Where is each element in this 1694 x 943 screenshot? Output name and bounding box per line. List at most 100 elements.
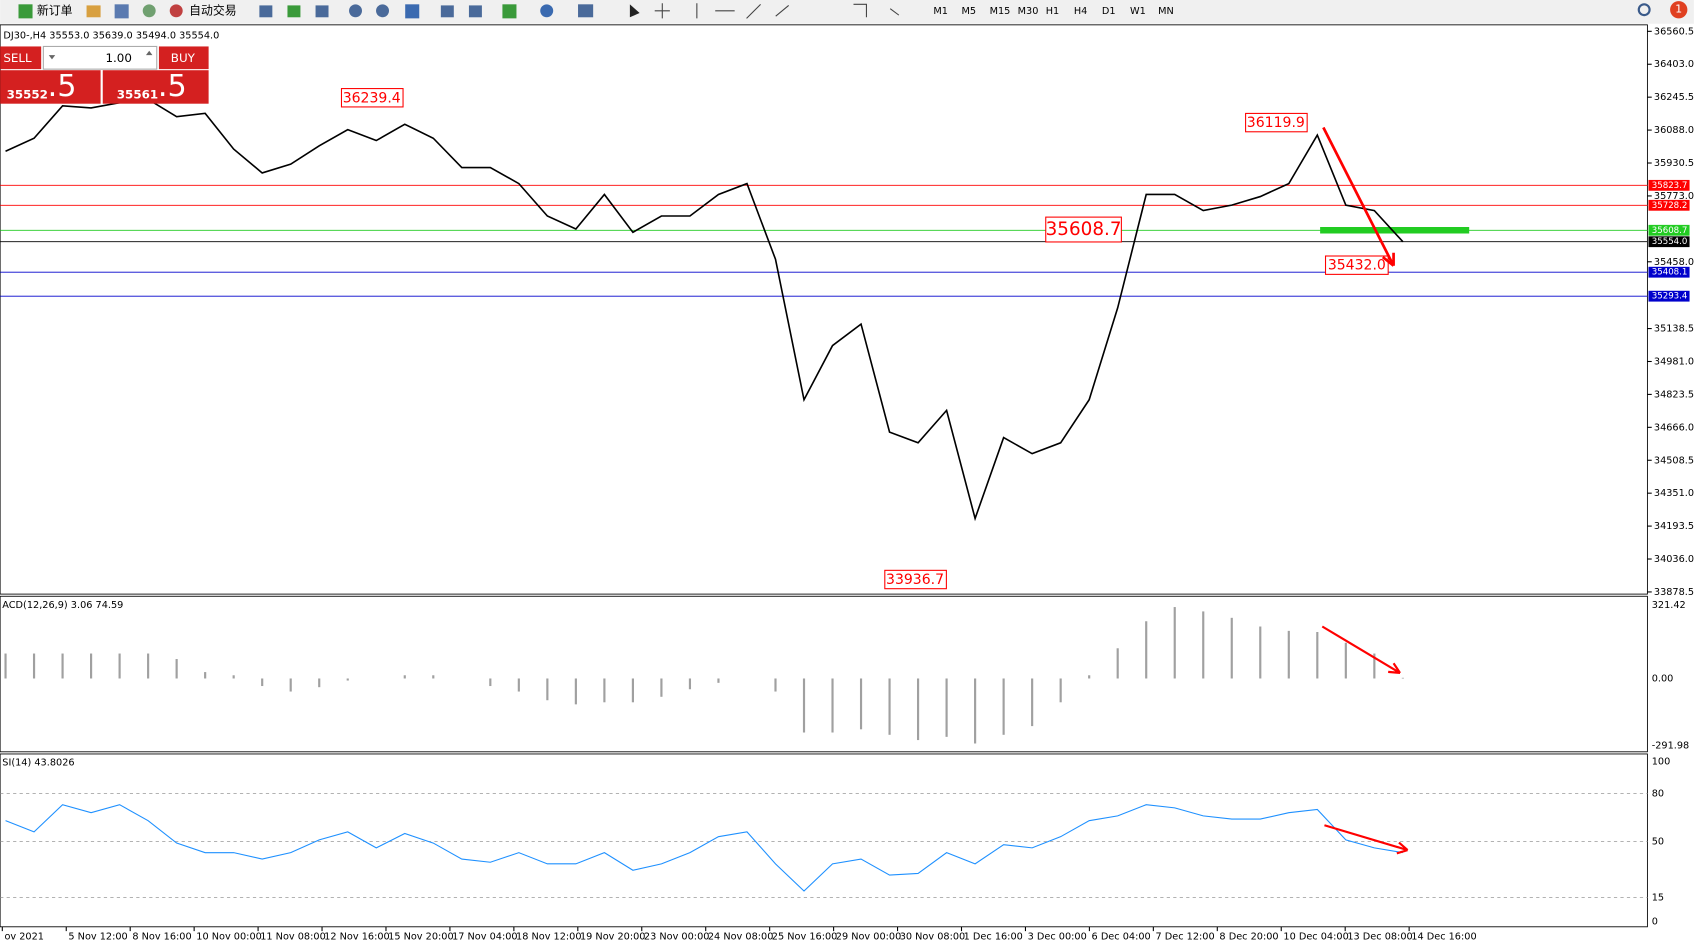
annotation: 35608.7 bbox=[1046, 219, 1122, 240]
y-tick-label: 34193.5 bbox=[1654, 521, 1694, 532]
macd-bar bbox=[1344, 642, 1347, 679]
timeframe[interactable]: M15 bbox=[990, 6, 1011, 17]
macd-bar bbox=[774, 678, 777, 692]
sell-label[interactable]: SELL bbox=[3, 51, 32, 65]
level-tag bbox=[1648, 199, 1690, 211]
icon[interactable] bbox=[86, 5, 101, 18]
x-tick-label: 7 Dec 12:00 bbox=[1156, 932, 1215, 943]
toolbar: 新订单 自动交易 1 bbox=[0, 0, 1694, 24]
lots-value[interactable]: 1.00 bbox=[105, 51, 131, 65]
timeframe[interactable]: H1 bbox=[1046, 6, 1060, 17]
icon[interactable] bbox=[440, 5, 454, 18]
y-tick-label: 36403.0 bbox=[1654, 59, 1694, 70]
buy-label[interactable]: BUY bbox=[171, 51, 196, 65]
buy-price[interactable]: 35561 bbox=[117, 88, 158, 102]
icon[interactable] bbox=[259, 5, 273, 18]
timeframe[interactable]: H4 bbox=[1074, 6, 1088, 17]
price-line bbox=[5, 98, 1404, 522]
macd-bar bbox=[1088, 675, 1091, 679]
lots-input[interactable] bbox=[42, 45, 158, 70]
x-tick-label: 23 Nov 00:00 bbox=[644, 932, 710, 943]
arrow bbox=[1321, 625, 1401, 675]
icon[interactable] bbox=[349, 4, 362, 18]
macd-bar bbox=[232, 675, 235, 679]
icon[interactable] bbox=[502, 4, 517, 19]
y-tick-label: 34823.5 bbox=[1654, 389, 1694, 400]
macd-bar bbox=[1202, 611, 1205, 679]
x-tick-label: 13 Dec 08:00 bbox=[1347, 932, 1412, 943]
timeframe[interactable]: M1 bbox=[933, 6, 948, 17]
level-tag-label: 35608.7 bbox=[1652, 226, 1688, 236]
macd-bar bbox=[346, 678, 349, 681]
macd-bar bbox=[831, 678, 834, 733]
timeframe[interactable]: M5 bbox=[961, 6, 976, 17]
macd-pane bbox=[0, 595, 1648, 753]
macd-bar bbox=[1316, 632, 1319, 679]
icon[interactable] bbox=[376, 4, 390, 18]
level-tag-label: 35554.0 bbox=[1652, 237, 1688, 247]
level-tag bbox=[1648, 290, 1690, 302]
icon[interactable] bbox=[142, 4, 156, 18]
new-order-icon[interactable] bbox=[18, 4, 33, 19]
icon[interactable] bbox=[315, 5, 329, 18]
macd-bar bbox=[888, 678, 891, 735]
auto-trading-icon[interactable] bbox=[169, 4, 183, 18]
macd-bar bbox=[175, 659, 178, 679]
x-tick-label: 3 Dec 00:00 bbox=[1028, 932, 1087, 943]
annotation-box bbox=[1045, 216, 1122, 243]
y-tick-label: 50 bbox=[1652, 836, 1664, 847]
macd-bar bbox=[261, 678, 264, 687]
icon[interactable] bbox=[287, 5, 301, 18]
macd-bar bbox=[1031, 678, 1034, 727]
icon[interactable] bbox=[405, 4, 420, 19]
level-tag-label: 35823.7 bbox=[1652, 181, 1688, 191]
annotation: 33936.7 bbox=[886, 572, 944, 588]
level-tag-label: 35408.1 bbox=[1652, 268, 1688, 278]
macd-bar bbox=[945, 678, 948, 737]
icon[interactable] bbox=[468, 5, 482, 18]
level-tag bbox=[1648, 224, 1690, 236]
y-tick-label: 34036.0 bbox=[1654, 554, 1694, 565]
level-tag bbox=[1648, 236, 1690, 248]
sell-price-frac[interactable]: .5 bbox=[48, 69, 77, 104]
x-tick-label: 8 Dec 20:00 bbox=[1219, 932, 1278, 943]
x-tick-label: 1 Dec 16:00 bbox=[964, 932, 1023, 943]
macd-bar bbox=[517, 678, 520, 692]
cursor-icon[interactable] bbox=[629, 4, 640, 18]
y-tick-label: 35138.5 bbox=[1654, 324, 1694, 335]
timeframe[interactable]: M30 bbox=[1018, 6, 1039, 17]
trade-panel: SELL 1.00 BUY 35552 .5 35561 .5 bbox=[0, 45, 209, 104]
x-tick-label: 19 Nov 20:00 bbox=[580, 932, 646, 943]
sell-button[interactable] bbox=[0, 46, 42, 70]
notification-badge[interactable] bbox=[1670, 1, 1688, 19]
y-tick-label: 33878.5 bbox=[1654, 587, 1694, 598]
sell-price[interactable]: 35552 bbox=[7, 88, 48, 102]
x-tick-label: 17 Nov 04:00 bbox=[452, 932, 518, 943]
new-order[interactable]: 新订单 bbox=[37, 3, 73, 17]
macd-bar bbox=[432, 675, 435, 679]
macd-bar bbox=[859, 678, 863, 730]
timeframe[interactable]: D1 bbox=[1102, 6, 1116, 17]
buy-price-frac[interactable]: .5 bbox=[158, 69, 187, 104]
x-tick-label: 11 Nov 08:00 bbox=[260, 932, 326, 943]
y-tick-label: 80 bbox=[1652, 789, 1664, 800]
macd-bar bbox=[1230, 617, 1233, 679]
macd-bar bbox=[1116, 648, 1119, 679]
level-tag-label: 35728.2 bbox=[1652, 201, 1688, 211]
auto-trading[interactable]: 自动交易 bbox=[189, 3, 237, 17]
search-icon[interactable] bbox=[1637, 3, 1651, 17]
buy-button[interactable] bbox=[158, 46, 209, 70]
icon[interactable] bbox=[578, 4, 594, 18]
timeframe[interactable]: MN bbox=[1158, 6, 1174, 17]
x-tick-label: 10 Nov 00:00 bbox=[196, 932, 262, 943]
sell-price-box[interactable] bbox=[0, 70, 101, 104]
macd-bar bbox=[717, 678, 720, 683]
macd-bar bbox=[489, 678, 492, 687]
timeframe[interactable]: W1 bbox=[1130, 6, 1146, 17]
x-tick-label: 10 Dec 04:00 bbox=[1283, 932, 1348, 943]
icon[interactable] bbox=[540, 4, 554, 18]
draw-tools[interactable] bbox=[654, 3, 900, 19]
price-pane bbox=[0, 24, 1648, 595]
icon[interactable] bbox=[114, 4, 129, 19]
buy-price-box[interactable] bbox=[102, 70, 209, 104]
